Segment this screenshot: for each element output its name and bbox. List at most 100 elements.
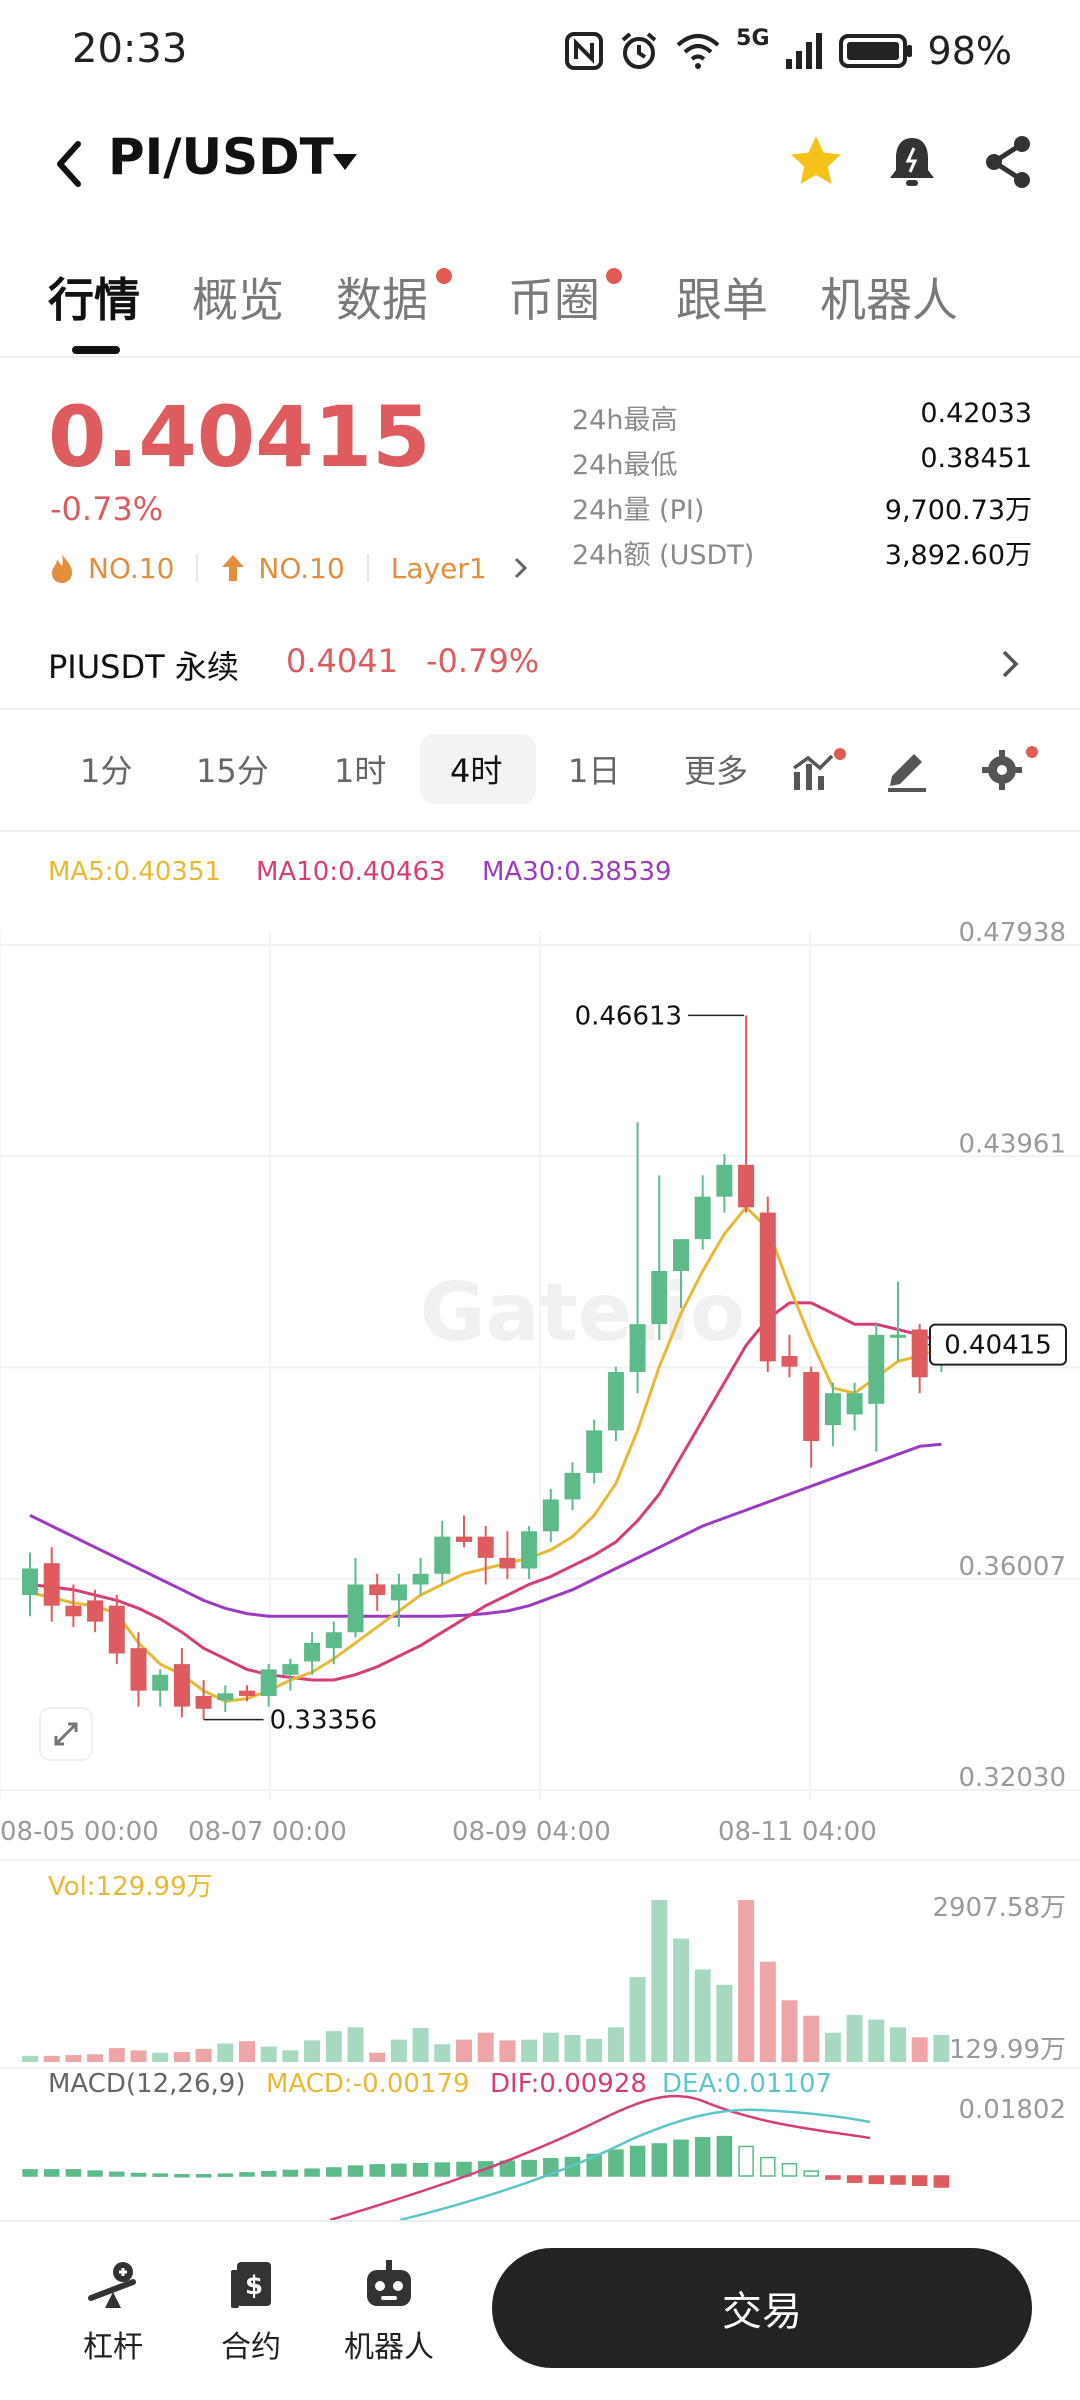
volume-bar (933, 2035, 950, 2062)
timeframe-1m[interactable]: 1分 (80, 752, 133, 790)
macd-hist-bar (195, 2174, 212, 2178)
volume-bar (347, 2027, 364, 2062)
macd-hist-bar (412, 2162, 429, 2177)
macd-hist-bar (87, 2170, 103, 2177)
settings-gear-icon[interactable] (980, 744, 1040, 792)
indicator-icon[interactable] (790, 748, 846, 794)
macd-hist-bar (586, 2153, 602, 2177)
candle-body (607, 1371, 624, 1431)
candle-body (803, 1371, 820, 1442)
macd-hist-bar (890, 2175, 906, 2185)
x-tick-label: 08-09 04:00 (452, 1817, 611, 1847)
candle-body (434, 1536, 451, 1574)
alarm-icon (621, 32, 657, 69)
tab-market[interactable]: 行情 (48, 273, 140, 327)
volume-bar (325, 2031, 342, 2062)
star-icon[interactable] (784, 130, 848, 194)
tab-data[interactable]: 数据 (336, 273, 428, 327)
volume-bar (824, 2032, 841, 2062)
kline-chart[interactable]: 0.479380.439610.399840.360070.32030Gate.… (0, 840, 1080, 2220)
candle-body (195, 1695, 212, 1709)
timeframe-4h[interactable]: 4时 (450, 752, 503, 790)
macd-title: MACD(12,26,9) (48, 2069, 245, 2099)
current-price-label: 0.40415 (944, 1331, 1052, 1361)
tab-data-dot (436, 268, 452, 284)
volume-bar (260, 2046, 277, 2062)
tab-overview[interactable]: 概览 (192, 273, 284, 327)
volume-bar (195, 2048, 212, 2062)
trade-button[interactable]: 交易 (492, 2248, 1032, 2368)
y-tick-label: 0.32030 (958, 1763, 1066, 1793)
perpetual-name: PIUSDT 永续 (48, 648, 239, 686)
macd-hist-bar (282, 2169, 299, 2177)
leverage-icon (88, 2262, 136, 2308)
candle-body (325, 1632, 342, 1649)
timeframe-1d[interactable]: 1日 (568, 752, 621, 790)
stat-value: 0.42033 (920, 398, 1032, 429)
perpetual-change: -0.79% (426, 642, 540, 680)
tab-community[interactable]: 币圈 (508, 273, 600, 327)
tab-copy-trading[interactable]: 跟单 (676, 273, 768, 327)
macd-hist-bar (369, 2164, 385, 2177)
contract-button[interactable]: $ 合约 (196, 2258, 306, 2366)
volume-bar (282, 2050, 299, 2062)
macd-hist-bar (803, 2170, 819, 2177)
leverage-button[interactable]: 杠杆 (58, 2258, 168, 2366)
draw-tool-icon[interactable] (884, 746, 930, 792)
candle-body (412, 1573, 429, 1585)
divider (0, 356, 1080, 358)
y-tick-label: 0.47938 (958, 918, 1066, 948)
leverage-label: 杠杆 (83, 2330, 143, 2365)
share-icon[interactable] (976, 130, 1040, 194)
macd-hist-bar (846, 2175, 863, 2183)
candle-body (499, 1557, 516, 1569)
x-tick-label: 08-07 00:00 (188, 1817, 347, 1847)
stat-label: 24h量 (PI) (572, 495, 705, 526)
perpetual-row[interactable]: PIUSDT 永续 0.4041 -0.79% (48, 642, 1038, 688)
caret-down-icon[interactable] (330, 150, 360, 174)
volume-min-label: 129.99万 (949, 2035, 1066, 2065)
stat-label: 24h最低 (572, 450, 678, 481)
timeframe-1h[interactable]: 1时 (334, 752, 387, 790)
bottom-action-bar: 杠杆 $ 合约 机器人 交易 (0, 2220, 1080, 2400)
status-time: 20:33 (72, 26, 188, 72)
dif-value: DIF:0.00928 (490, 2069, 647, 2099)
volume-bar (803, 2015, 820, 2062)
chevron-right-icon[interactable] (998, 646, 1022, 682)
volume-bar (108, 2048, 125, 2062)
status-icons: 5G 98% (564, 24, 1012, 78)
back-icon[interactable] (48, 134, 88, 194)
macd-hist-bar (651, 2143, 668, 2177)
volume-bar (521, 2039, 538, 2062)
candle-body (846, 1393, 863, 1415)
timeframe-more[interactable]: 更多 (684, 752, 749, 790)
chevron-right-icon[interactable] (509, 553, 533, 583)
wifi-icon (676, 34, 720, 69)
hot-rank[interactable]: NO.10 (88, 551, 175, 585)
tab-bar: 行情 概览 数据 币圈 跟单 机器人 (0, 250, 1080, 360)
candle-body (217, 1693, 234, 1701)
ma30-label: MA30:0.38539 (482, 857, 672, 887)
gain-rank[interactable]: NO.10 (258, 551, 345, 585)
volume-bar (738, 1900, 755, 2062)
x-tick-label: 08-05 00:00 (0, 1817, 159, 1847)
network-type: 5G (736, 26, 770, 51)
macd-hist-bar (347, 2165, 364, 2177)
stat-label: 24h额 (USDT) (572, 540, 755, 571)
pair-title[interactable]: PI/USDT (108, 128, 334, 186)
stats-panel: 24h最高 0.42033 24h最低 0.38451 24h量 (PI) 9,700… (572, 398, 1032, 578)
candle-body (564, 1472, 581, 1500)
volume-bar (239, 2041, 255, 2062)
macd-hist-bar (152, 2173, 168, 2177)
bell-icon[interactable] (880, 130, 944, 194)
candle-body (282, 1664, 299, 1675)
timeframe-15m[interactable]: 15分 (196, 752, 269, 790)
tab-bots[interactable]: 机器人 (820, 273, 958, 327)
robot-button[interactable]: 机器人 (334, 2258, 444, 2366)
volume-bar (607, 2027, 624, 2062)
volume-bar (716, 1984, 733, 2062)
candle-body (911, 1329, 928, 1378)
volume-bar (412, 2028, 429, 2062)
nfc-icon (565, 32, 604, 70)
sector-tag[interactable]: Layer1 (390, 551, 487, 585)
